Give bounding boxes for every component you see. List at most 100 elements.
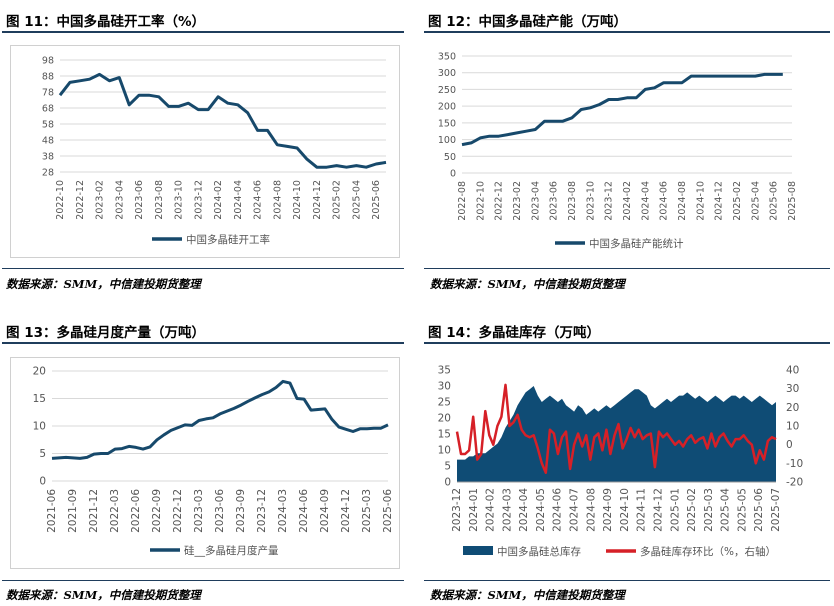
x-tick-label: 2023-03 [193, 489, 205, 533]
x-tick-label: 2022-10 [55, 180, 66, 220]
x-tick-label: 2024-01 [468, 488, 480, 532]
x-tick-label: 2025-07 [770, 488, 782, 532]
chart-title: 图 12：中国多晶硅产能（万吨） [428, 14, 627, 30]
divider [2, 268, 404, 269]
y-right-tick-label: -10 [786, 458, 803, 470]
y-right-tick-label: 30 [786, 383, 799, 395]
legend-label: 中国多晶硅总库存 [497, 545, 581, 558]
x-tick-label: 2022-08 [457, 181, 468, 221]
y-tick-label: 30 [438, 381, 451, 393]
x-tick-label: 2025-08 [787, 181, 798, 221]
x-tick-label: 2025-03 [703, 488, 715, 532]
x-tick-label: 2024-08 [272, 180, 283, 220]
divider [424, 31, 830, 33]
chart-title: 图 13：多晶硅月度产量（万吨） [6, 325, 205, 341]
legend-label: 中国多晶硅产能统计 [589, 237, 684, 250]
y-tick-label: 350 [438, 52, 456, 63]
x-tick-label: 2024-06 [253, 180, 264, 220]
x-tick-label: 2024-10 [619, 488, 631, 532]
x-tick-label: 2025-06 [753, 488, 765, 532]
x-tick-label: 2024-10 [292, 180, 303, 220]
y-right-tick-label: 20 [786, 402, 799, 414]
x-tick-label: 2025-05 [736, 488, 748, 532]
x-tick-label: 2023-10 [585, 181, 596, 221]
y-tick-label: 0 [450, 169, 456, 180]
x-tick-label: 2021-12 [88, 489, 100, 533]
x-tick-label: 2024-09 [602, 488, 614, 532]
x-tick-label: 2024-12 [312, 180, 323, 220]
source-note: 数据来源：SMM，中信建投期货整理 [6, 277, 201, 291]
legend-label: 硅__多晶硅月度产量 [184, 544, 279, 557]
x-tick-label: 2024-03 [501, 488, 513, 532]
x-tick-label: 2024-02 [213, 180, 224, 220]
x-tick-label: 2024-06 [552, 488, 564, 532]
chart-title: 图 14：多晶硅库存（万吨） [428, 325, 600, 341]
x-tick-label: 2022-12 [75, 180, 86, 220]
x-tick-label: 2025-06 [382, 489, 394, 533]
x-tick-label: 2022-06 [130, 489, 142, 533]
x-tick-label: 2023-06 [134, 180, 145, 220]
x-tick-label: 2024-06 [659, 181, 670, 221]
y-tick-label: 100 [438, 135, 456, 146]
x-tick-label: 2024-08 [677, 181, 688, 221]
x-tick-label: 2024-02 [485, 488, 497, 532]
y-tick-label: 98 [42, 56, 54, 67]
x-tick-label: 2025-01 [669, 488, 681, 532]
x-tick-label: 2025-04 [750, 181, 761, 221]
x-tick-label: 2025-06 [769, 181, 780, 221]
x-tick-label: 2024-12 [714, 181, 725, 221]
y-tick-label: 250 [438, 85, 456, 96]
x-tick-label: 2024-05 [535, 488, 547, 532]
x-tick-label: 2023-12 [256, 489, 268, 533]
x-tick-label: 2024-02 [622, 181, 633, 221]
divider [2, 31, 404, 33]
x-tick-label: 2024-04 [518, 488, 530, 532]
y-tick-label: 10 [33, 421, 46, 433]
y-tick-label: 58 [42, 120, 54, 131]
source-note: 数据来源：SMM，中信建投期货整理 [6, 588, 201, 602]
y-tick-label: 25 [438, 397, 451, 409]
y-tick-label: 50 [444, 152, 456, 163]
chart-title: 图 11：中国多晶硅开工率（%） [6, 14, 206, 30]
x-tick-label: 2024-07 [569, 488, 581, 532]
y-tick-label: 15 [33, 393, 46, 405]
x-tick-label: 2023-10 [174, 180, 185, 220]
x-tick-label: 2023-06 [214, 489, 226, 533]
y-tick-label: 28 [42, 168, 54, 179]
y-tick-label: 0 [39, 476, 46, 488]
x-tick-label: 2022-12 [494, 181, 505, 221]
y-tick-label: 78 [42, 88, 54, 99]
divider [2, 342, 404, 344]
legend-swatch [463, 546, 493, 555]
series-line [461, 72, 783, 147]
x-tick-label: 2023-09 [235, 489, 247, 533]
legend-label: 多晶硅库存环比（%，右轴） [640, 545, 776, 558]
x-tick-label: 2021-09 [67, 489, 79, 533]
y-tick-label: 20 [438, 413, 451, 425]
x-tick-label: 2023-02 [512, 181, 523, 221]
x-tick-label: 2024-12 [340, 489, 352, 533]
x-tick-label: 2025-02 [332, 180, 343, 220]
area-series [457, 386, 776, 482]
x-tick-label: 2023-06 [549, 181, 560, 221]
x-tick-label: 2024-06 [298, 489, 310, 533]
x-tick-label: 2022-10 [475, 181, 486, 221]
y-tick-label: 15 [438, 429, 451, 441]
x-tick-label: 2024-09 [319, 489, 331, 533]
y-tick-label: 10 [438, 445, 451, 457]
chart-frame [10, 357, 400, 569]
x-tick-label: 2022-12 [172, 489, 184, 533]
y-tick-label: 35 [438, 365, 451, 377]
x-tick-label: 2025-04 [720, 488, 732, 532]
x-tick-label: 2025-03 [361, 489, 373, 533]
divider [424, 580, 830, 581]
divider [424, 342, 830, 344]
x-tick-label: 2024-10 [695, 181, 706, 221]
x-tick-label: 2025-04 [351, 180, 362, 220]
x-tick-label: 2023-04 [114, 180, 125, 220]
y-tick-label: 88 [42, 72, 54, 83]
chart-frame [10, 45, 400, 258]
y-tick-label: 20 [33, 366, 46, 378]
y-tick-label: 5 [39, 448, 46, 460]
x-tick-label: 2023-02 [95, 180, 106, 220]
